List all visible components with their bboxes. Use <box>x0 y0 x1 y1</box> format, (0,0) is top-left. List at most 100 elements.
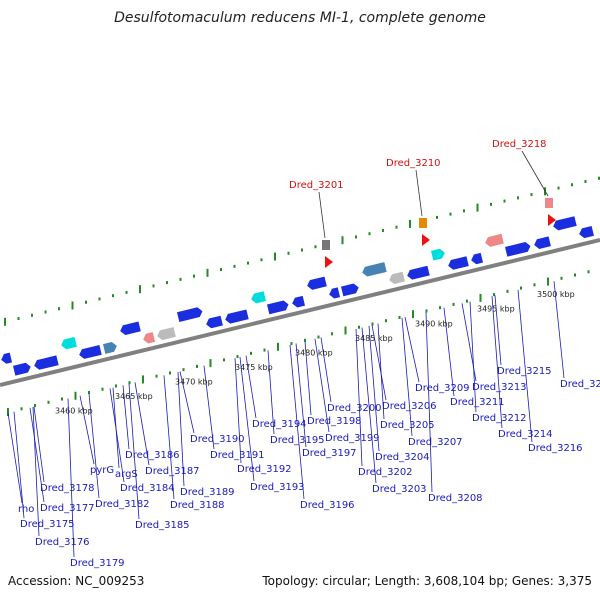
inner-tick <box>587 270 590 274</box>
gene-arrow <box>34 355 59 370</box>
gene-arrow <box>61 336 77 350</box>
kbp-label: 3470 kbp <box>175 378 213 387</box>
highlight-gene-arrow <box>325 256 333 268</box>
gene-arrow <box>505 242 531 257</box>
kbp-label: 3480 kbp <box>295 349 333 358</box>
leader-line <box>553 281 565 379</box>
highlight-leader <box>521 150 549 197</box>
highlighted-gene-label: Dred_3218 <box>492 139 547 150</box>
gene-arrow <box>407 265 430 280</box>
outer-tick <box>449 212 452 216</box>
leader-line <box>295 343 307 448</box>
leader-line <box>122 385 130 450</box>
outer-tick <box>112 294 114 298</box>
leader-line <box>461 303 477 382</box>
gene-label: Dred_3194 <box>252 419 307 430</box>
kbp-scale: 3460 kbp 3465 kbp 3470 kbp 3475 kbp 3480 kbp… <box>55 290 575 415</box>
outer-tick <box>139 285 141 294</box>
gene-label: Dred_3216 <box>528 443 583 454</box>
kbp-label: 3500 kbp <box>537 290 575 299</box>
gene-label: Dred_3207 <box>408 437 463 448</box>
highlight-leader <box>415 169 423 217</box>
outer-tick <box>557 186 560 190</box>
map-title: Desulfotomaculum reducens MI-1, complete… <box>114 10 486 26</box>
outer-tick <box>85 300 87 304</box>
gene-arrow <box>341 283 359 297</box>
leader-line <box>469 301 477 413</box>
inner-tick <box>547 277 549 286</box>
highlight-gene-box <box>322 240 330 250</box>
gene-label: Dred_3175 <box>20 519 75 530</box>
inner-tick <box>277 342 279 351</box>
outer-tick <box>571 183 573 187</box>
inner-tick <box>533 283 536 287</box>
leader-line <box>517 289 533 443</box>
inner-tick <box>439 306 441 310</box>
leader-line <box>368 325 380 452</box>
outer-tick <box>436 215 438 219</box>
inner-tick <box>290 342 293 346</box>
leader-line <box>7 413 23 504</box>
inner-tick <box>358 325 360 329</box>
gene-arrow <box>143 332 156 344</box>
gene-arrow <box>225 309 249 324</box>
gene-label: Dred_3190 <box>190 434 245 445</box>
outer-tick <box>463 209 465 213</box>
highlight-gene-arrow <box>548 214 556 226</box>
leader-line <box>32 407 40 537</box>
gene-label: Dred_3185 <box>135 520 190 531</box>
gene-label: Dred_3211 <box>450 397 505 408</box>
highlighted-gene-label: Dred_3210 <box>386 158 441 169</box>
inner-tick <box>452 302 455 306</box>
gene-arrow <box>329 287 341 299</box>
outer-tick <box>517 196 519 200</box>
gene-arrow <box>534 236 551 249</box>
gene-arrow <box>251 291 266 304</box>
outer-tick <box>247 261 249 265</box>
leader-line <box>425 312 433 493</box>
gene-arrow <box>362 262 387 277</box>
inner-tick <box>560 276 563 280</box>
leader-line <box>29 407 45 503</box>
outer-tick <box>44 310 47 314</box>
outer-tick <box>166 281 168 285</box>
outer-tick <box>395 225 398 229</box>
outer-tick <box>287 251 290 255</box>
outer-tick <box>584 180 587 184</box>
leader-line <box>404 317 420 383</box>
gene-label: Dred_3188 <box>170 500 225 511</box>
gene-label: Dred_3203 <box>372 484 427 495</box>
outer-tick <box>98 297 101 301</box>
leader-line <box>134 382 150 466</box>
genome-backbone <box>0 238 600 387</box>
leader-line <box>314 338 330 433</box>
gene-label: rho <box>18 504 34 515</box>
inner-tick <box>142 375 144 384</box>
gene-features <box>1 216 594 376</box>
outer-tick <box>476 203 479 212</box>
outer-tick <box>274 252 276 261</box>
inner-tick <box>115 384 117 388</box>
leader-line <box>179 371 195 434</box>
gene-label: Dred_3199 <box>325 433 380 444</box>
gene-arrow <box>448 256 469 270</box>
leader-line <box>177 371 185 487</box>
leader-line <box>203 365 215 450</box>
leader-line <box>88 393 100 499</box>
gene-arrow <box>120 321 141 336</box>
gene-label: Dred_3205 <box>380 420 435 431</box>
kbp-label: 3485 kbp <box>355 334 393 343</box>
inner-tick <box>398 315 401 319</box>
gene-arrow <box>267 300 289 315</box>
gene-label: Dred_3202 <box>358 467 413 478</box>
inner-tick <box>344 326 347 335</box>
inner-tick <box>479 293 482 302</box>
outer-tick-row <box>4 176 600 326</box>
outer-tick <box>382 228 384 232</box>
gene-arrow <box>79 344 102 359</box>
gene-arrow <box>579 226 594 239</box>
inner-tick <box>331 332 333 336</box>
gene-arrow <box>103 341 117 354</box>
leader-line <box>163 375 175 500</box>
gene-label: Dred_3200 <box>327 403 382 414</box>
